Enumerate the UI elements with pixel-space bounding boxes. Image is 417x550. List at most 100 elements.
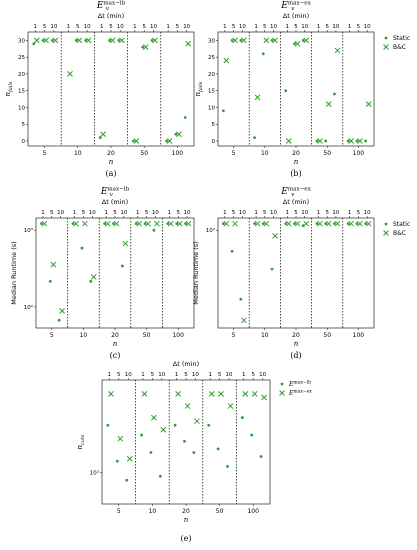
- top-tick-label: 1: [34, 24, 38, 30]
- top-tick-label: 5: [50, 210, 54, 216]
- x-marker-point: [348, 138, 355, 144]
- x-axis-label: n: [113, 340, 118, 348]
- plot-frame: [27, 31, 195, 147]
- top-tick-label: 10: [226, 372, 233, 378]
- dot-marker-point: [175, 222, 179, 226]
- top-tick-label: 5: [109, 24, 113, 30]
- dot-marker-point: [230, 38, 234, 42]
- dot-marker-point: [364, 139, 368, 143]
- top-tick-label: 10: [89, 210, 96, 216]
- x-marker-point: [334, 220, 341, 227]
- x-marker-point: [285, 138, 292, 144]
- top-tick-label: 1: [317, 24, 321, 30]
- x-marker-point: [272, 37, 278, 44]
- x-marker-point: [59, 308, 66, 314]
- top-tick-label: 1: [286, 210, 290, 216]
- dot-marker-point: [301, 38, 305, 42]
- x-marker-point: [303, 220, 310, 227]
- dot-marker-point: [74, 38, 78, 42]
- plot-frame: [35, 217, 195, 329]
- dot-marker-point: [41, 38, 45, 42]
- dot-marker-point: [134, 222, 138, 226]
- top-tick-label: 1: [108, 372, 112, 378]
- dot-marker-point: [174, 132, 178, 136]
- x-marker-point: [325, 101, 332, 107]
- dot-marker-point: [80, 246, 84, 250]
- top-tick-label: 10: [84, 24, 91, 30]
- x-tick-label: 20: [292, 332, 300, 339]
- legend-marker: [280, 382, 284, 386]
- top-axis-label: Δt (min): [173, 360, 199, 368]
- top-axis-label: Δt (min): [98, 12, 124, 20]
- x-marker-point: [167, 220, 174, 227]
- x-tick-label: 20: [292, 150, 300, 157]
- x-marker-point: [240, 37, 247, 44]
- top-tick-label: 1: [175, 372, 179, 378]
- x-marker-point: [232, 220, 238, 227]
- dot-marker-point: [293, 222, 296, 226]
- x-marker-point: [113, 220, 120, 227]
- x-marker-point: [85, 37, 92, 44]
- dot-marker-point: [216, 447, 220, 451]
- x-tick-label: 50: [140, 150, 148, 157]
- top-tick-label: 1: [208, 372, 212, 378]
- x-tick-label: 5: [232, 150, 236, 157]
- top-tick-label: 5: [218, 372, 222, 378]
- x-tick-label: 10: [261, 332, 269, 339]
- y-tick-label: 10: [18, 105, 25, 111]
- x-tick-label: 5: [50, 332, 54, 339]
- x-marker-point: [154, 220, 160, 227]
- panel-caption: (c): [110, 351, 121, 360]
- plot-frame: [217, 217, 375, 329]
- x-marker-point: [194, 418, 200, 425]
- dot-marker-point: [239, 297, 243, 301]
- dot-marker-point: [346, 222, 350, 226]
- top-tick-label: 1: [141, 372, 145, 378]
- top-tick-label: 5: [251, 372, 255, 378]
- dot-marker-point: [315, 222, 319, 226]
- y-tick-label: 25: [18, 55, 25, 61]
- x-marker-point: [325, 220, 332, 227]
- x-tick-label: 100: [172, 150, 184, 157]
- y-tick-label: 30: [208, 38, 215, 44]
- top-tick-label: 5: [184, 372, 188, 378]
- top-tick-label: 5: [43, 24, 47, 30]
- legend-marker: [279, 390, 285, 396]
- y-axis-label: nfails: [4, 81, 14, 96]
- top-tick-label: 10: [192, 372, 199, 378]
- x-marker-point: [254, 220, 261, 227]
- dot-marker-point: [165, 139, 169, 143]
- y-axis-label: Median Runtime (s): [10, 241, 18, 304]
- x-marker-point: [67, 71, 73, 77]
- dot-marker-point: [106, 423, 110, 427]
- x-marker-point: [33, 37, 40, 44]
- top-tick-label: 1: [286, 24, 290, 30]
- dot-marker-point: [57, 318, 61, 322]
- x-tick-label: 20: [182, 508, 190, 515]
- legend-entry: Emax−lb: [288, 380, 311, 389]
- x-marker-point: [133, 138, 140, 144]
- x-marker-point: [242, 391, 249, 397]
- top-tick-label: 10: [364, 210, 371, 216]
- plot-frame: [101, 379, 271, 505]
- x-marker-point: [223, 220, 230, 227]
- x-marker-point: [254, 94, 261, 101]
- top-tick-label: 10: [259, 372, 266, 378]
- x-marker-point: [185, 40, 192, 47]
- top-tick-label: 5: [357, 210, 361, 216]
- top-tick-label: 10: [239, 210, 246, 216]
- legend-entry: B&C: [393, 230, 406, 237]
- x-marker-point: [117, 435, 124, 442]
- y-axis-label: ncuts: [76, 434, 86, 449]
- dot-marker-point: [71, 222, 75, 226]
- legend-marker: [383, 230, 389, 236]
- x-tick-label: 50: [143, 332, 151, 339]
- y-tick-label: 10: [208, 105, 215, 111]
- x-marker-point: [176, 131, 182, 138]
- top-tick-label: 10: [301, 24, 308, 30]
- top-tick-label: 10: [184, 210, 191, 216]
